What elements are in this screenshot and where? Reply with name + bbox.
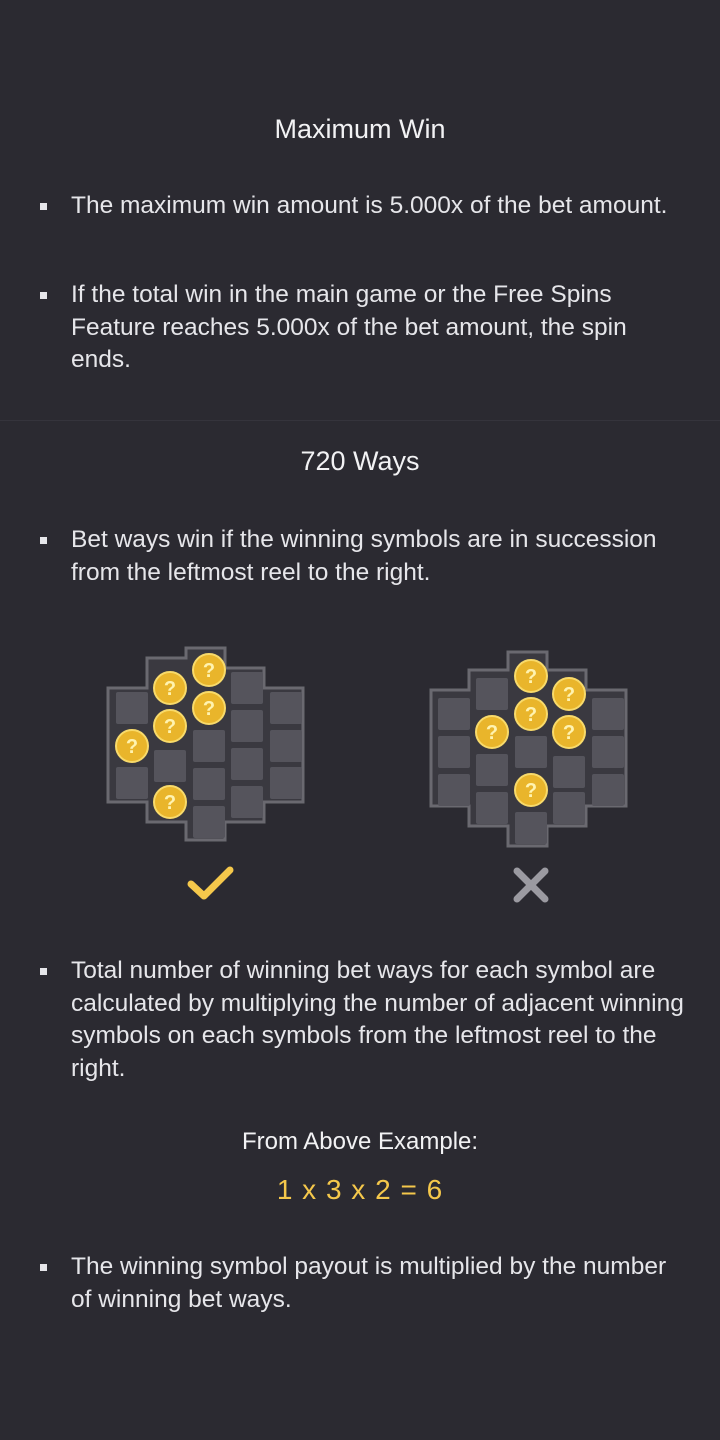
reel-cell bbox=[438, 698, 470, 730]
reel-cell bbox=[476, 754, 508, 786]
reel-cell bbox=[553, 756, 585, 788]
svg-text:?: ? bbox=[525, 780, 537, 802]
gold-symbol-icon: ? bbox=[514, 659, 548, 693]
svg-text:?: ? bbox=[486, 722, 498, 744]
invalid-ways-example-grid: ? ? ? ? ? ? bbox=[429, 650, 628, 848]
reel-cell bbox=[154, 750, 186, 782]
gold-symbol-icon: ? bbox=[475, 715, 509, 749]
section-divider bbox=[0, 420, 720, 421]
bullet-text: Total number of winning bet ways for eac… bbox=[71, 957, 684, 1082]
reel-cell bbox=[438, 774, 470, 806]
reel-cell bbox=[116, 692, 148, 724]
svg-text:?: ? bbox=[203, 698, 215, 720]
reel-cell bbox=[193, 730, 225, 762]
reel-cell bbox=[231, 786, 263, 818]
reel-cell bbox=[270, 767, 302, 799]
bullet-text: Bet ways win if the winning symbols are … bbox=[71, 526, 657, 586]
ways-formula: 1 x 3 x 2 = 6 bbox=[276, 1174, 444, 1205]
gold-symbol-icon: ? bbox=[192, 653, 226, 687]
svg-text:?: ? bbox=[126, 736, 138, 758]
reel-cell bbox=[270, 692, 302, 724]
reel-cell bbox=[116, 767, 148, 799]
reel-cell bbox=[553, 792, 585, 824]
bullet-text: The maximum win amount is 5.000x of the … bbox=[71, 192, 668, 219]
reel-cell bbox=[592, 736, 624, 768]
bullet-text: If the total win in the main game or the… bbox=[71, 281, 627, 373]
reel-cell bbox=[193, 806, 225, 838]
reel-cell bbox=[231, 710, 263, 742]
bullet-marker bbox=[40, 968, 47, 975]
max-win-bullet-2: If the total win in the main game or the… bbox=[40, 279, 690, 377]
reel-cell bbox=[438, 736, 470, 768]
reel-cell bbox=[476, 678, 508, 710]
gold-symbol-icon: ? bbox=[115, 729, 149, 763]
gold-symbol-icon: ? bbox=[153, 785, 187, 819]
reel-cell bbox=[592, 698, 624, 730]
reel-cell bbox=[231, 672, 263, 704]
valid-ways-example-grid: ? ? ? ? ? ? bbox=[106, 646, 305, 842]
example-label: From Above Example: bbox=[241, 1128, 479, 1155]
gold-symbol-icon: ? bbox=[192, 691, 226, 725]
reel-cell bbox=[231, 748, 263, 780]
svg-text:?: ? bbox=[563, 684, 575, 706]
bullet-marker bbox=[40, 203, 47, 210]
section-title-720-ways: 720 Ways bbox=[300, 446, 420, 476]
reel-cell bbox=[476, 792, 508, 824]
gold-symbol-icon: ? bbox=[514, 697, 548, 731]
svg-text:?: ? bbox=[164, 716, 176, 738]
svg-text:?: ? bbox=[525, 666, 537, 688]
ways-bullet-3: The winning symbol payout is multiplied … bbox=[40, 1251, 690, 1316]
bullet-text: The winning symbol payout is multiplied … bbox=[71, 1253, 667, 1313]
ways-bullet-2: Total number of winning bet ways for eac… bbox=[40, 955, 690, 1085]
gold-symbol-icon: ? bbox=[514, 773, 548, 807]
reel-cell bbox=[592, 774, 624, 806]
bullet-marker bbox=[40, 537, 47, 544]
ways-bullet-1: Bet ways win if the winning symbols are … bbox=[40, 524, 690, 589]
cross-icon bbox=[513, 867, 549, 903]
gold-symbol-icon: ? bbox=[153, 709, 187, 743]
max-win-bullet-1: The maximum win amount is 5.000x of the … bbox=[40, 190, 690, 223]
checkmark-icon bbox=[187, 866, 234, 900]
gold-symbol-icon: ? bbox=[153, 671, 187, 705]
gold-symbol-icon: ? bbox=[552, 715, 586, 749]
gold-symbol-icon: ? bbox=[552, 677, 586, 711]
svg-text:?: ? bbox=[525, 704, 537, 726]
svg-text:?: ? bbox=[164, 678, 176, 700]
svg-text:?: ? bbox=[164, 792, 176, 814]
svg-text:?: ? bbox=[563, 722, 575, 744]
bullet-marker bbox=[40, 292, 47, 299]
reel-cell bbox=[515, 812, 547, 844]
reel-cell bbox=[270, 730, 302, 762]
svg-text:?: ? bbox=[203, 660, 215, 682]
reel-cell bbox=[193, 768, 225, 800]
bullet-marker bbox=[40, 1264, 47, 1271]
section-title-max-win: Maximum Win bbox=[274, 114, 446, 144]
reel-cell bbox=[515, 736, 547, 768]
